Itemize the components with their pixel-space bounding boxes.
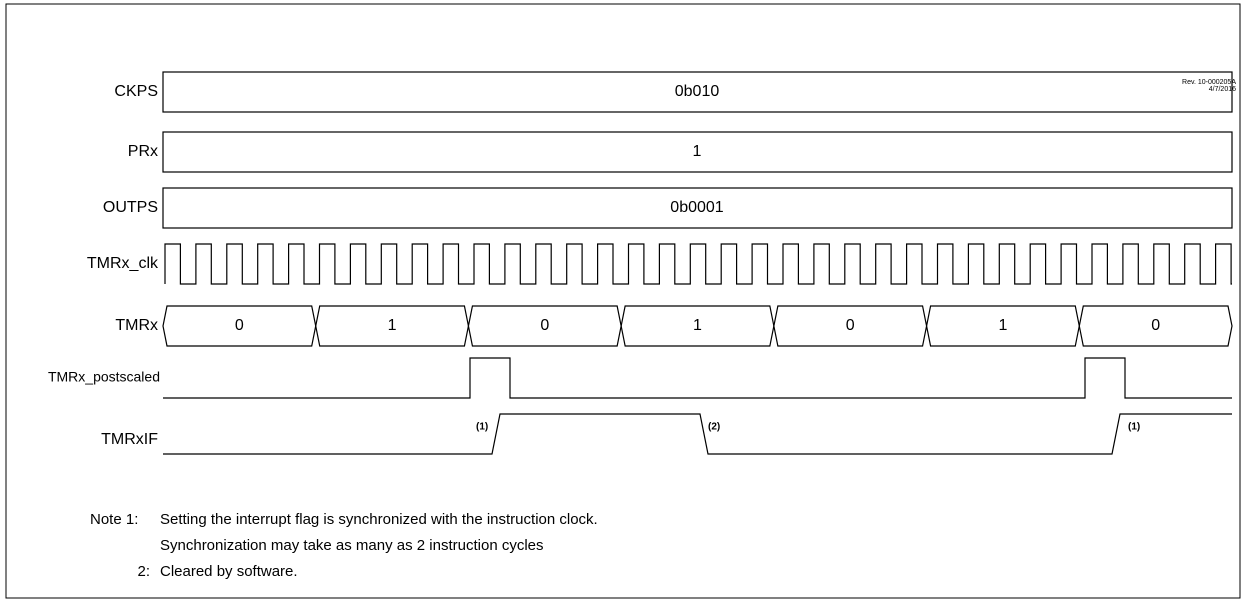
signal-label: TMRx bbox=[115, 317, 158, 334]
signal-label: PRx bbox=[128, 143, 158, 160]
bus-value: 1 bbox=[998, 317, 1007, 334]
note-text: Cleared by software. bbox=[160, 563, 298, 580]
bus-value: 0 bbox=[1151, 317, 1160, 334]
revision: Rev. 10-000205A bbox=[1182, 79, 1236, 86]
note-text: Synchronization may take as many as 2 in… bbox=[160, 537, 544, 554]
clock-waveform bbox=[164, 243, 1232, 285]
note-text: Setting the interrupt flag is synchroniz… bbox=[160, 511, 598, 528]
bus-box bbox=[162, 187, 1233, 229]
signal-label: OUTPS bbox=[103, 199, 158, 216]
revision-date: 4/7/2016 bbox=[1209, 86, 1236, 93]
signal-label: TMRxIF bbox=[101, 431, 158, 448]
flag-waveform bbox=[163, 413, 1232, 455]
note-number: Note 1: bbox=[90, 511, 138, 528]
bus-value: 0 bbox=[235, 317, 244, 334]
bus-value: 0 bbox=[540, 317, 549, 334]
bus-value: 1 bbox=[388, 317, 397, 334]
note-number: 2: bbox=[137, 563, 150, 580]
bus-value: 0 bbox=[846, 317, 855, 334]
annotation: (2) bbox=[708, 422, 720, 433]
postscaled-waveform bbox=[163, 357, 1232, 399]
signal-label: TMRx_postscaled bbox=[48, 369, 160, 385]
bus-value: 1 bbox=[693, 143, 702, 160]
annotation: (1) bbox=[476, 422, 488, 433]
bus-segment bbox=[1078, 305, 1233, 347]
frame bbox=[5, 3, 1241, 599]
bus-value: 0b010 bbox=[675, 83, 720, 100]
counter-bus: 0 1 0 1 0 1 0 bbox=[162, 305, 1233, 347]
bus-value: 0b0001 bbox=[670, 199, 723, 216]
signal-label: TMRx_clk bbox=[87, 255, 159, 272]
bus-value: 1 bbox=[693, 317, 702, 334]
bus-box bbox=[162, 71, 1233, 113]
annotation: (1) bbox=[1128, 422, 1140, 433]
signal-label: CKPS bbox=[114, 83, 158, 100]
bus-box bbox=[162, 131, 1233, 173]
